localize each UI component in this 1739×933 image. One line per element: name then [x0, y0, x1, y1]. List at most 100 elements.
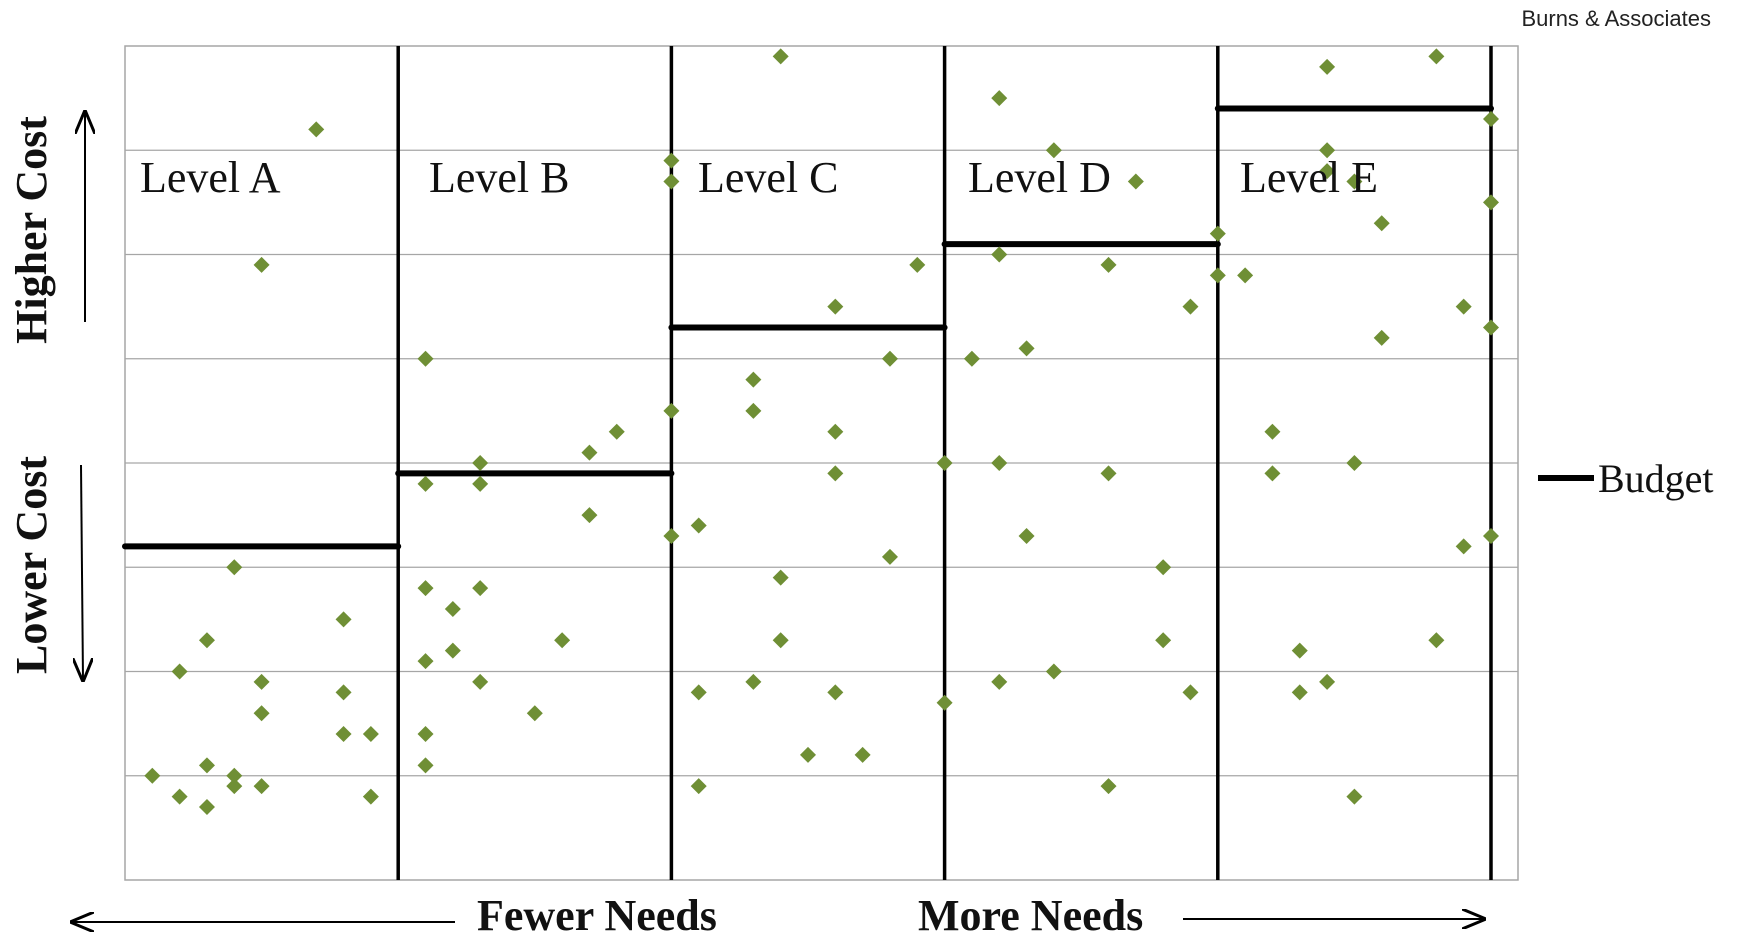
data-point — [1127, 173, 1144, 190]
data-point — [936, 694, 953, 711]
data-point — [417, 350, 434, 367]
data-point — [335, 726, 352, 743]
data-point — [1346, 788, 1363, 805]
data-point — [1428, 48, 1445, 65]
data-point — [417, 580, 434, 597]
data-point — [253, 673, 270, 690]
data-point — [253, 256, 270, 273]
data-point — [1483, 319, 1499, 336]
data-point — [881, 548, 898, 565]
data-point — [991, 455, 1008, 471]
data-point — [1018, 527, 1035, 544]
data-point — [663, 527, 680, 544]
data-point — [772, 632, 789, 649]
data-point — [800, 746, 816, 763]
x-axis-title-fewer: Fewer Needs — [477, 891, 717, 933]
data-point — [1373, 215, 1390, 232]
data-point — [335, 684, 352, 701]
data-point — [854, 746, 871, 763]
data-point — [690, 778, 707, 795]
level-label-d: Level D — [968, 153, 1111, 202]
data-point — [1209, 225, 1226, 242]
data-point — [472, 455, 489, 471]
data-point — [963, 350, 980, 367]
data-point — [608, 423, 625, 440]
data-point — [581, 444, 598, 461]
data-point — [827, 423, 844, 440]
data-point — [417, 757, 434, 774]
down-arrow — [81, 464, 83, 680]
data-point — [772, 48, 789, 65]
data-point — [198, 799, 215, 816]
data-point — [1455, 298, 1472, 315]
data-point — [1155, 559, 1172, 576]
data-point — [1182, 298, 1199, 315]
data-point — [444, 600, 461, 617]
data-point — [444, 642, 461, 659]
data-point — [1100, 465, 1117, 482]
data-point — [472, 475, 489, 492]
data-point — [1483, 194, 1499, 211]
data-point — [745, 673, 762, 690]
data-point — [226, 767, 243, 784]
data-point — [1264, 465, 1281, 482]
data-point — [991, 90, 1008, 107]
data-point — [1209, 267, 1226, 284]
data-point — [581, 507, 598, 524]
data-point — [663, 402, 680, 419]
data-point — [881, 350, 898, 367]
data-point — [663, 173, 680, 190]
data-point — [1155, 632, 1172, 649]
data-point — [1346, 173, 1363, 190]
data-point — [663, 152, 680, 169]
data-point — [1428, 632, 1445, 649]
data-point — [526, 705, 543, 722]
level-dividers — [396, 46, 1493, 880]
data-point — [226, 559, 243, 576]
data-point — [1373, 329, 1390, 346]
data-point — [1319, 673, 1336, 690]
data-point — [827, 465, 844, 482]
y-axis-title-lower: Lower Cost — [7, 456, 56, 674]
data-point — [171, 663, 188, 680]
data-point — [1291, 684, 1308, 701]
data-point — [1483, 527, 1499, 544]
data-point — [936, 455, 953, 471]
data-point — [1455, 538, 1472, 555]
data-point — [991, 673, 1008, 690]
data-points — [144, 48, 1499, 816]
data-point — [690, 684, 707, 701]
data-point — [417, 475, 434, 492]
budget-steps — [122, 105, 1494, 550]
source-credit: Burns & Associates — [1521, 6, 1711, 31]
x-axis-title-more: More Needs — [918, 891, 1143, 933]
data-point — [1237, 267, 1254, 284]
data-point — [198, 632, 215, 649]
data-point — [1319, 142, 1336, 159]
data-point — [253, 705, 270, 722]
level-label-b: Level B — [429, 153, 570, 202]
data-point — [1264, 423, 1281, 440]
data-point — [417, 726, 434, 743]
data-point — [1182, 684, 1199, 701]
gridlines — [124, 45, 1519, 881]
y-axis-title-higher: Higher Cost — [7, 116, 56, 344]
data-point — [909, 256, 926, 273]
data-point — [1346, 455, 1363, 471]
data-point — [1100, 256, 1117, 273]
data-point — [198, 757, 215, 774]
data-point — [1045, 142, 1062, 159]
legend-budget-label: Budget — [1598, 456, 1714, 501]
data-point — [144, 767, 161, 784]
data-point — [827, 684, 844, 701]
data-point — [554, 632, 571, 649]
data-point — [226, 778, 243, 795]
data-point — [362, 788, 379, 805]
data-point — [745, 402, 762, 419]
data-point — [472, 673, 489, 690]
data-point — [1100, 778, 1117, 795]
level-label-c: Level C — [698, 153, 839, 202]
data-point — [253, 778, 270, 795]
level-label-a: Level A — [140, 153, 281, 202]
